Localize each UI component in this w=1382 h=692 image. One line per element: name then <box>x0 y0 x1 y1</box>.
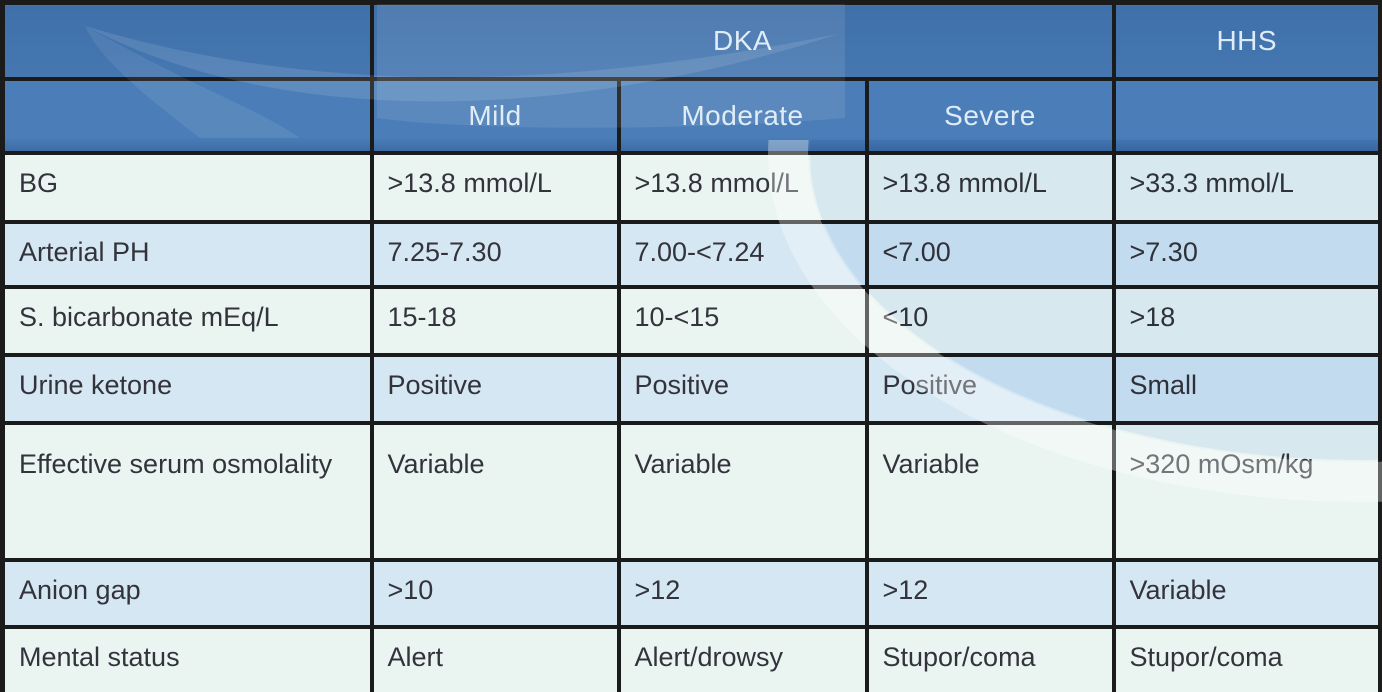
subheader-moderate-cell: Moderate <box>616 77 869 155</box>
header-group-row: DKA HHS <box>0 0 1382 81</box>
row-label: Mental status <box>0 625 374 692</box>
row-label: Urine ketone <box>0 353 374 425</box>
subheader-severe-cell: Severe <box>864 77 1116 155</box>
row-label: S. bicarbonate mEq/L <box>0 285 374 357</box>
row-label: BG <box>0 151 374 224</box>
cell-bicarb-mild: 15-18 <box>369 285 621 357</box>
cell-ph-hhs: >7.30 <box>1111 220 1382 289</box>
subheader-corner-cell <box>0 77 374 155</box>
subheader-hhs-cell <box>1111 77 1382 155</box>
table-row-mental-status: Mental status Alert Alert/drowsy Stupor/… <box>0 625 1382 692</box>
cell-anion-mild: >10 <box>369 558 621 629</box>
table-row-urine-ketone: Urine ketone Positive Positive Positive … <box>0 353 1382 425</box>
cell-osm-mild: Variable <box>369 421 621 562</box>
table-row-anion-gap: Anion gap >10 >12 >12 Variable <box>0 558 1382 629</box>
cell-ph-moderate: 7.00-<7.24 <box>616 220 869 289</box>
cell-mental-moderate: Alert/drowsy <box>616 625 869 692</box>
cell-ketone-mild: Positive <box>369 353 621 425</box>
cell-mental-hhs: Stupor/coma <box>1111 625 1382 692</box>
cell-bg-hhs: >33.3 mmol/L <box>1111 151 1382 224</box>
cell-bg-moderate: >13.8 mmol/L <box>616 151 869 224</box>
cell-anion-moderate: >12 <box>616 558 869 629</box>
row-label: Effective serum osmolality <box>0 421 374 562</box>
row-label: Arterial PH <box>0 220 374 289</box>
cell-ketone-moderate: Positive <box>616 353 869 425</box>
cell-osm-severe: Variable <box>864 421 1116 562</box>
header-corner-cell <box>0 0 374 81</box>
cell-mental-severe: Stupor/coma <box>864 625 1116 692</box>
cell-bicarb-hhs: >18 <box>1111 285 1382 357</box>
cell-ph-mild: 7.25-7.30 <box>369 220 621 289</box>
header-dka-cell: DKA <box>369 0 1116 81</box>
cell-ketone-severe: Positive <box>864 353 1116 425</box>
cell-anion-hhs: Variable <box>1111 558 1382 629</box>
header-severity-row: Mild Moderate Severe <box>0 77 1382 155</box>
cell-osm-moderate: Variable <box>616 421 869 562</box>
table-row-serum-osmolality: Effective serum osmolality Variable Vari… <box>0 421 1382 562</box>
subheader-mild-cell: Mild <box>369 77 621 155</box>
cell-ph-severe: <7.00 <box>864 220 1116 289</box>
cell-bicarb-severe: <10 <box>864 285 1116 357</box>
row-label: Anion gap <box>0 558 374 629</box>
cell-ketone-hhs: Small <box>1111 353 1382 425</box>
table-row-bicarbonate: S. bicarbonate mEq/L 15-18 10-<15 <10 >1… <box>0 285 1382 357</box>
cell-anion-severe: >12 <box>864 558 1116 629</box>
cell-bicarb-moderate: 10-<15 <box>616 285 869 357</box>
cell-mental-mild: Alert <box>369 625 621 692</box>
cell-osm-hhs: >320 mOsm/kg <box>1111 421 1382 562</box>
header-hhs-cell: HHS <box>1111 0 1382 81</box>
table-row-bg: BG >13.8 mmol/L >13.8 mmol/L >13.8 mmol/… <box>0 151 1382 224</box>
cell-bg-severe: >13.8 mmol/L <box>864 151 1116 224</box>
table-row-arterial-ph: Arterial PH 7.25-7.30 7.00-<7.24 <7.00 >… <box>0 220 1382 289</box>
cell-bg-mild: >13.8 mmol/L <box>369 151 621 224</box>
